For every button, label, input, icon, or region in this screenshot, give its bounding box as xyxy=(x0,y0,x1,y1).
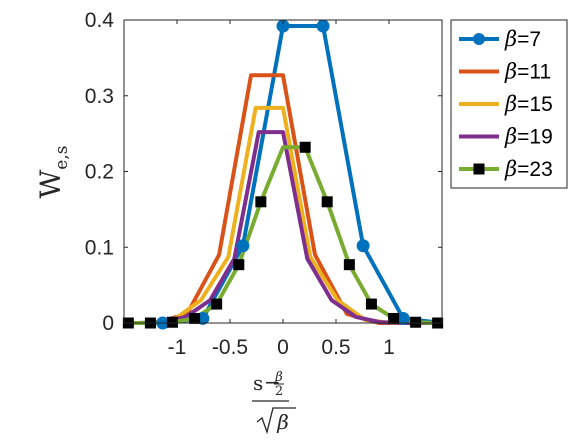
x-label-frac-top: β xyxy=(274,370,283,385)
legend-label-3: β=19 xyxy=(504,125,553,149)
x-tick-label: 0.5 xyxy=(321,336,350,359)
legend-items: β=7 β=11 β=15 β=19 β=23 xyxy=(459,27,553,181)
legend-label-0: β=7 xyxy=(504,27,541,51)
series-4-point xyxy=(166,316,178,328)
series-4-point xyxy=(321,196,333,208)
y-tick-label: 0.2 xyxy=(85,161,114,184)
series-4-point xyxy=(189,312,201,324)
y-axis-label-main: W xyxy=(34,169,67,198)
x-axis-label: s − β 2 β xyxy=(252,370,296,435)
x-label-den: β xyxy=(276,410,289,434)
x-tick-label: -1 xyxy=(168,336,187,359)
y-tick-label: 0.4 xyxy=(85,9,115,32)
y-tick-label: 0.1 xyxy=(85,236,114,259)
series-4-point xyxy=(211,298,223,310)
legend-label-2: β=15 xyxy=(504,92,553,116)
x-label-frac-bottom: 2 xyxy=(275,384,283,399)
series-4-point xyxy=(388,312,400,324)
series-4-point xyxy=(233,259,245,271)
x-tick-label: -0.5 xyxy=(212,336,248,359)
series-0-point xyxy=(236,239,250,253)
axes-layer: -1 -0.5 0 0.5 1 0 0.1 0.2 0.3 0.4 xyxy=(85,9,443,359)
series-4-point xyxy=(410,316,422,328)
x-tick-label: 1 xyxy=(383,336,395,359)
y-tick-label: 0.3 xyxy=(85,85,114,108)
series-4-point xyxy=(255,196,267,208)
x-label-minus: − xyxy=(264,370,281,394)
series-4-point xyxy=(343,259,355,271)
series-0-point xyxy=(356,239,370,253)
x-label-s: s xyxy=(253,371,263,395)
legend-marker-0 xyxy=(473,33,485,45)
y-axis-label-subscript: e,s xyxy=(52,146,72,170)
x-label-sqrt-sign xyxy=(256,407,296,435)
series-4-point xyxy=(365,298,377,310)
legend-marker-4 xyxy=(473,163,485,175)
plot-area xyxy=(124,20,442,323)
legend-label-4: β=23 xyxy=(504,157,553,181)
legend: β=7 β=11 β=15 β=19 β=23 xyxy=(450,19,568,189)
y-tick-label: 0 xyxy=(102,312,114,335)
legend-label-1: β=11 xyxy=(504,60,551,84)
series-line-4 xyxy=(128,145,438,325)
x-tick-label: 0 xyxy=(277,336,289,359)
series-4-point xyxy=(299,141,311,153)
series-0-point xyxy=(316,19,330,33)
y-axis-label: We,s xyxy=(34,146,72,199)
